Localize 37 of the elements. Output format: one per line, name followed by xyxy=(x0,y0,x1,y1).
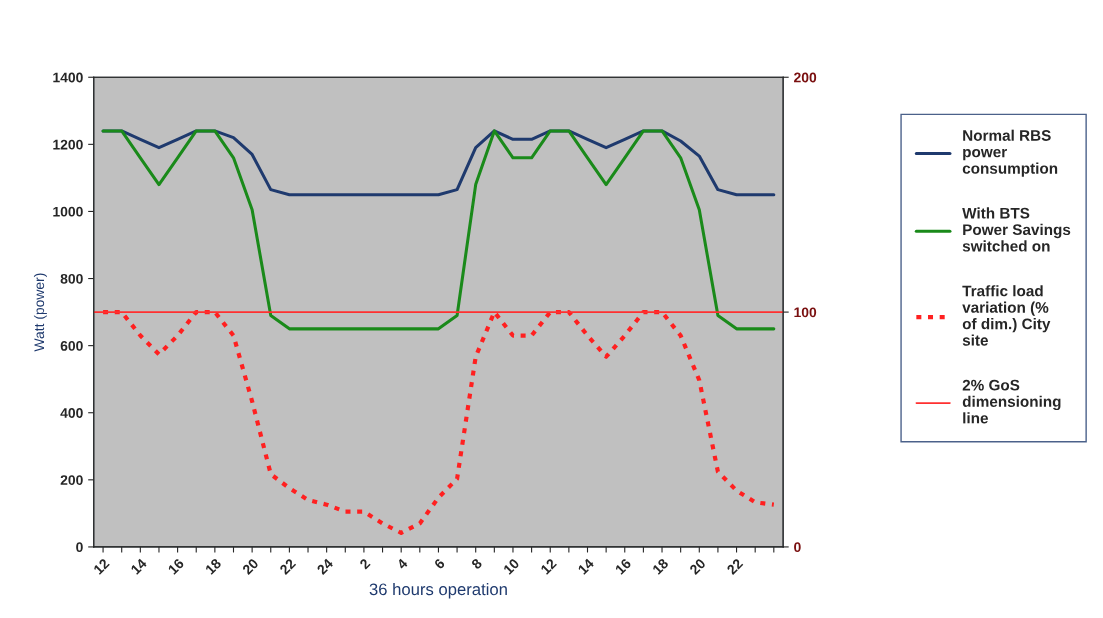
x-tick-label: 4 xyxy=(396,557,409,570)
line-series xyxy=(100,310,776,535)
x-axis-title: 36 hours operation xyxy=(369,582,507,599)
y-axis-title: Watt (power) xyxy=(33,273,47,352)
x-tick-label: 18 xyxy=(651,557,669,575)
y-tick-label: 600 xyxy=(60,340,83,351)
x-tick-label: 20 xyxy=(688,558,707,576)
y2-tick-label: 0 xyxy=(794,542,801,553)
x-tick-label: 14 xyxy=(577,557,595,575)
line-series xyxy=(101,129,776,331)
x-tick-label: 6 xyxy=(433,557,446,570)
x-tick-label: 14 xyxy=(130,557,148,575)
legend-label: Normal RBS power consumption xyxy=(962,129,1058,177)
x-tick-label: 16 xyxy=(167,557,185,575)
x-tick-label: 16 xyxy=(614,557,632,575)
y-tick-label: 400 xyxy=(60,408,83,418)
x-tick-label: 12 xyxy=(93,558,110,575)
x-tick-label: 12 xyxy=(540,558,557,575)
legend-label: With BTS Power Savings switched on xyxy=(962,207,1071,252)
y-tick-label: 1400 xyxy=(53,72,83,83)
x-tick-label: 10 xyxy=(502,558,520,575)
legend-label: Traffic load variation (% of dim.) City site xyxy=(962,285,1051,346)
x-tick-label: 2 xyxy=(359,558,371,570)
x-tick-label: 18 xyxy=(204,557,222,575)
y-tick-label: 200 xyxy=(60,475,83,485)
legend-label: 2% GoS dimensioning line xyxy=(962,379,1061,424)
x-tick-label: 20 xyxy=(241,558,259,576)
x-tick-label: 22 xyxy=(726,558,744,576)
x-tick-label: 24 xyxy=(316,557,334,576)
x-tick-label: 22 xyxy=(279,558,297,576)
y2-tick-label: 200 xyxy=(794,72,817,83)
y-tick-label: 0 xyxy=(76,542,83,553)
y-tick-label: 800 xyxy=(60,273,83,284)
y-tick-label: 1200 xyxy=(53,139,83,150)
y2-tick-label: 100 xyxy=(794,307,817,318)
x-tick-label: 8 xyxy=(470,557,483,570)
y-tick-label: 1000 xyxy=(53,206,83,217)
